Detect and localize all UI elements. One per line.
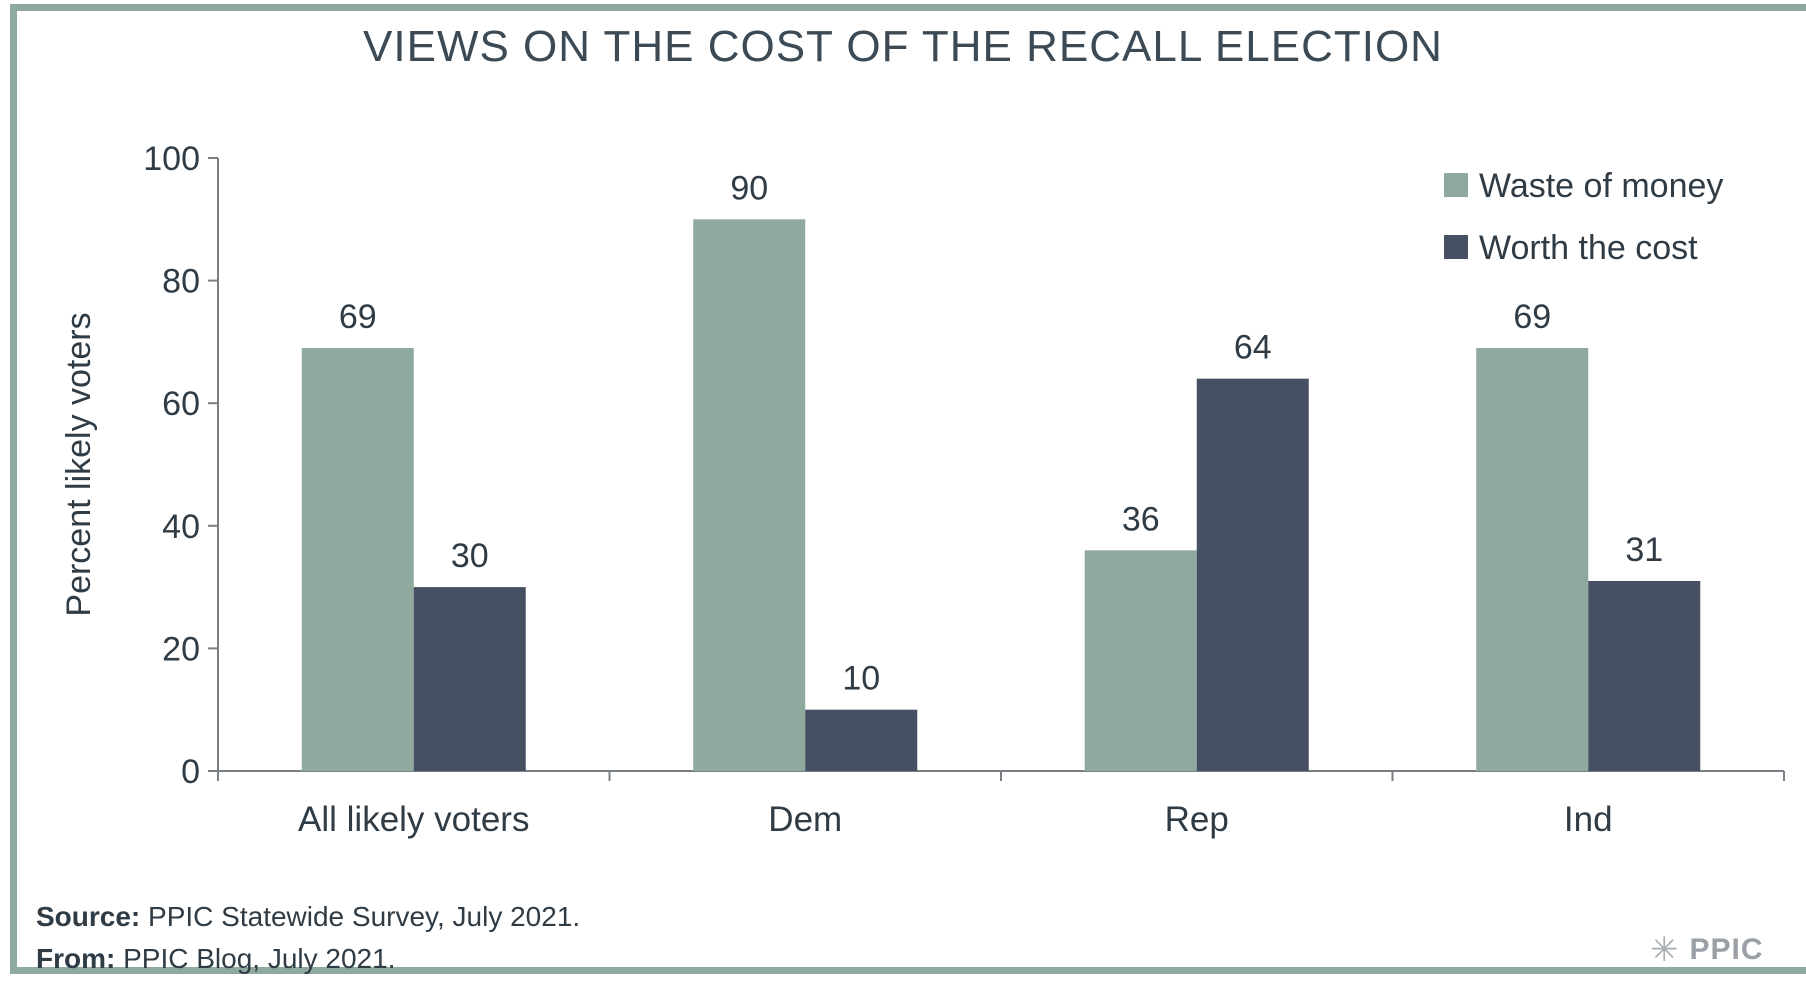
bar-value-label: 69 xyxy=(339,298,377,336)
bar-waste-of-money xyxy=(693,219,806,772)
x-category-label: Rep xyxy=(1165,800,1229,839)
y-tick-label: 20 xyxy=(162,630,200,668)
source-line: Source: PPIC Statewide Survey, July 2021… xyxy=(36,896,580,938)
bar-value-label: 69 xyxy=(1513,298,1551,336)
ppic-logo: ✳ PPIC xyxy=(1650,930,1764,970)
bar-worth-the-cost xyxy=(1196,378,1309,771)
bar-worth-the-cost xyxy=(413,587,526,771)
legend-swatch xyxy=(1444,173,1468,197)
bar-value-label: 30 xyxy=(451,537,489,575)
bar-value-label: 90 xyxy=(730,169,768,207)
bar-waste-of-money xyxy=(1476,348,1589,771)
bar-value-label: 64 xyxy=(1234,329,1272,367)
source-text: PPIC Statewide Survey, July 2021. xyxy=(140,901,581,932)
starburst-icon: ✳ xyxy=(1650,931,1680,969)
bar-waste-of-money xyxy=(301,348,414,771)
from-text: PPIC Blog, July 2021. xyxy=(115,943,396,974)
x-category-label: Ind xyxy=(1564,800,1613,839)
logo-text: PPIC xyxy=(1689,933,1764,966)
y-tick-label: 40 xyxy=(162,508,200,546)
bar-value-label: 10 xyxy=(842,660,880,698)
y-tick-label: 80 xyxy=(162,263,200,301)
bar-worth-the-cost xyxy=(805,709,918,771)
source-note: Source: PPIC Statewide Survey, July 2021… xyxy=(36,896,580,980)
source-label: Source: xyxy=(36,901,141,932)
bar-waste-of-money xyxy=(1084,550,1197,771)
bar-value-label: 36 xyxy=(1122,500,1160,538)
legend-swatch xyxy=(1444,235,1468,259)
legend-label: Waste of money xyxy=(1479,167,1723,205)
y-axis-label: Percent likely voters xyxy=(60,312,98,616)
y-tick-label: 60 xyxy=(162,385,200,423)
bar-value-label: 31 xyxy=(1625,531,1663,569)
bar-worth-the-cost xyxy=(1588,580,1701,771)
from-label: From: xyxy=(36,943,116,974)
chart-title: VIEWS ON THE COST OF THE RECALL ELECTION xyxy=(363,22,1443,71)
from-line: From: PPIC Blog, July 2021. xyxy=(36,938,580,980)
y-tick-label: 100 xyxy=(143,140,200,178)
x-category-label: Dem xyxy=(768,800,842,839)
y-tick-label: 0 xyxy=(181,753,200,791)
legend-label: Worth the cost xyxy=(1479,229,1698,267)
x-category-label: All likely voters xyxy=(298,800,529,839)
